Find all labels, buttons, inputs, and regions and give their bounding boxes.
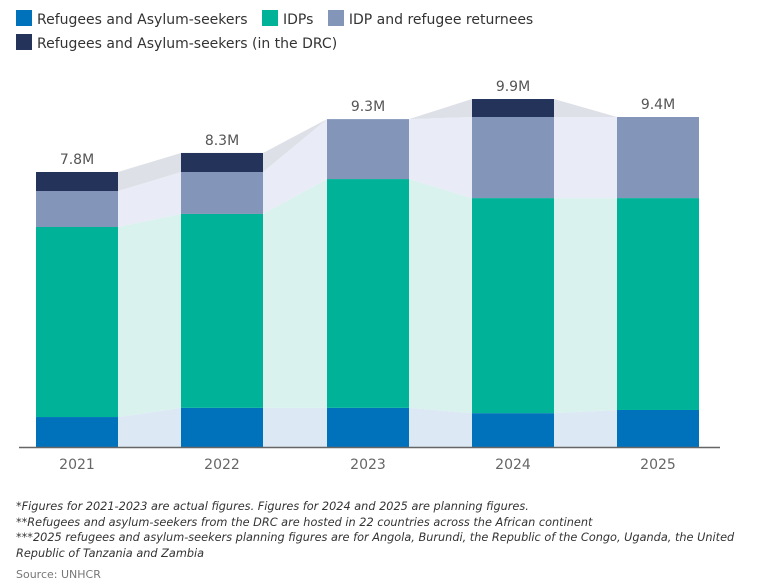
- legend-swatch: [262, 10, 279, 26]
- bar-segment: [327, 119, 409, 180]
- footnote: ***2025 refugees and asylum-seekers plan…: [16, 531, 735, 560]
- bar-segment: [472, 413, 554, 447]
- total-label: 9.3M: [351, 99, 385, 115]
- total-label: 9.4M: [641, 97, 675, 113]
- legend-label: Refugees and Asylum-seekers (in the DRC): [37, 36, 338, 52]
- connector-band: [554, 198, 617, 414]
- bar-segment: [181, 152, 263, 172]
- bar-segment: [36, 172, 118, 192]
- connector-band: [409, 407, 472, 447]
- total-label: 7.8M: [60, 152, 94, 168]
- connector-band: [263, 407, 327, 447]
- connector-band: [409, 117, 472, 199]
- connector-band: [118, 152, 181, 192]
- legend: Refugees and Asylum-seekers IDPs IDP and…: [16, 8, 716, 56]
- legend-swatch: [16, 34, 32, 50]
- legend-swatch: [16, 10, 32, 26]
- x-tick-label: 2024: [495, 457, 531, 473]
- footnote: **Refugees and asylum-seekers from the D…: [16, 515, 593, 529]
- connector-band: [554, 99, 617, 117]
- bar-segment: [36, 191, 118, 227]
- connector-band: [409, 179, 472, 414]
- bar-segment: [181, 213, 263, 408]
- bar-segment: [36, 227, 118, 418]
- connector-band: [263, 119, 327, 214]
- bar-segment: [181, 407, 263, 447]
- bar-segment: [327, 179, 409, 408]
- legend-item-refugees: Refugees and Asylum-seekers: [16, 8, 248, 32]
- legend-label: IDP and refugee returnees: [348, 12, 534, 28]
- bar-segment: [327, 407, 409, 447]
- legend-item-drc: Refugees and Asylum-seekers (in the DRC): [16, 32, 337, 56]
- bar-segment: [36, 417, 118, 447]
- connector-band: [263, 179, 327, 408]
- connector-band: [263, 119, 327, 172]
- connector-band: [118, 407, 181, 447]
- connector-band: [554, 117, 617, 199]
- connector-band: [554, 409, 617, 447]
- connector-band: [118, 172, 181, 227]
- legend-item-returnees: IDP and refugee returnees: [327, 8, 534, 32]
- bar-segment: [472, 198, 554, 414]
- footnote: *Figures for 2021-2023 are actual figure…: [16, 500, 529, 513]
- connector-band: [118, 213, 181, 418]
- connector-band: [409, 99, 472, 120]
- bar-segment: [617, 117, 699, 199]
- bar-segment: [617, 409, 699, 447]
- bar-segment: [617, 198, 699, 410]
- stacked-bar-chart: 7.8M 2021 8.3M 2022 9.3M 2023 9.9M 2024 9.4M 2025: [19, 79, 720, 473]
- bar-segment: [472, 117, 554, 199]
- legend-swatch: [327, 10, 344, 26]
- x-tick-label: 2022: [204, 457, 240, 473]
- x-tick-label: 2021: [59, 457, 95, 473]
- x-tick-label: 2023: [350, 457, 386, 473]
- legend-item-idps: IDPs: [262, 8, 313, 32]
- x-tick-label: 2025: [640, 457, 676, 473]
- footnotes: *Figures for 2021-2023 are actual figure…: [16, 499, 756, 561]
- bar-segment: [472, 99, 554, 117]
- bar-segment: [181, 172, 263, 214]
- total-label: 9.9M: [496, 79, 530, 95]
- legend-label: Refugees and Asylum-seekers: [37, 12, 248, 28]
- source: Source: UNHCR: [16, 568, 101, 581]
- total-label: 8.3M: [205, 133, 239, 149]
- legend-label: IDPs: [283, 12, 314, 28]
